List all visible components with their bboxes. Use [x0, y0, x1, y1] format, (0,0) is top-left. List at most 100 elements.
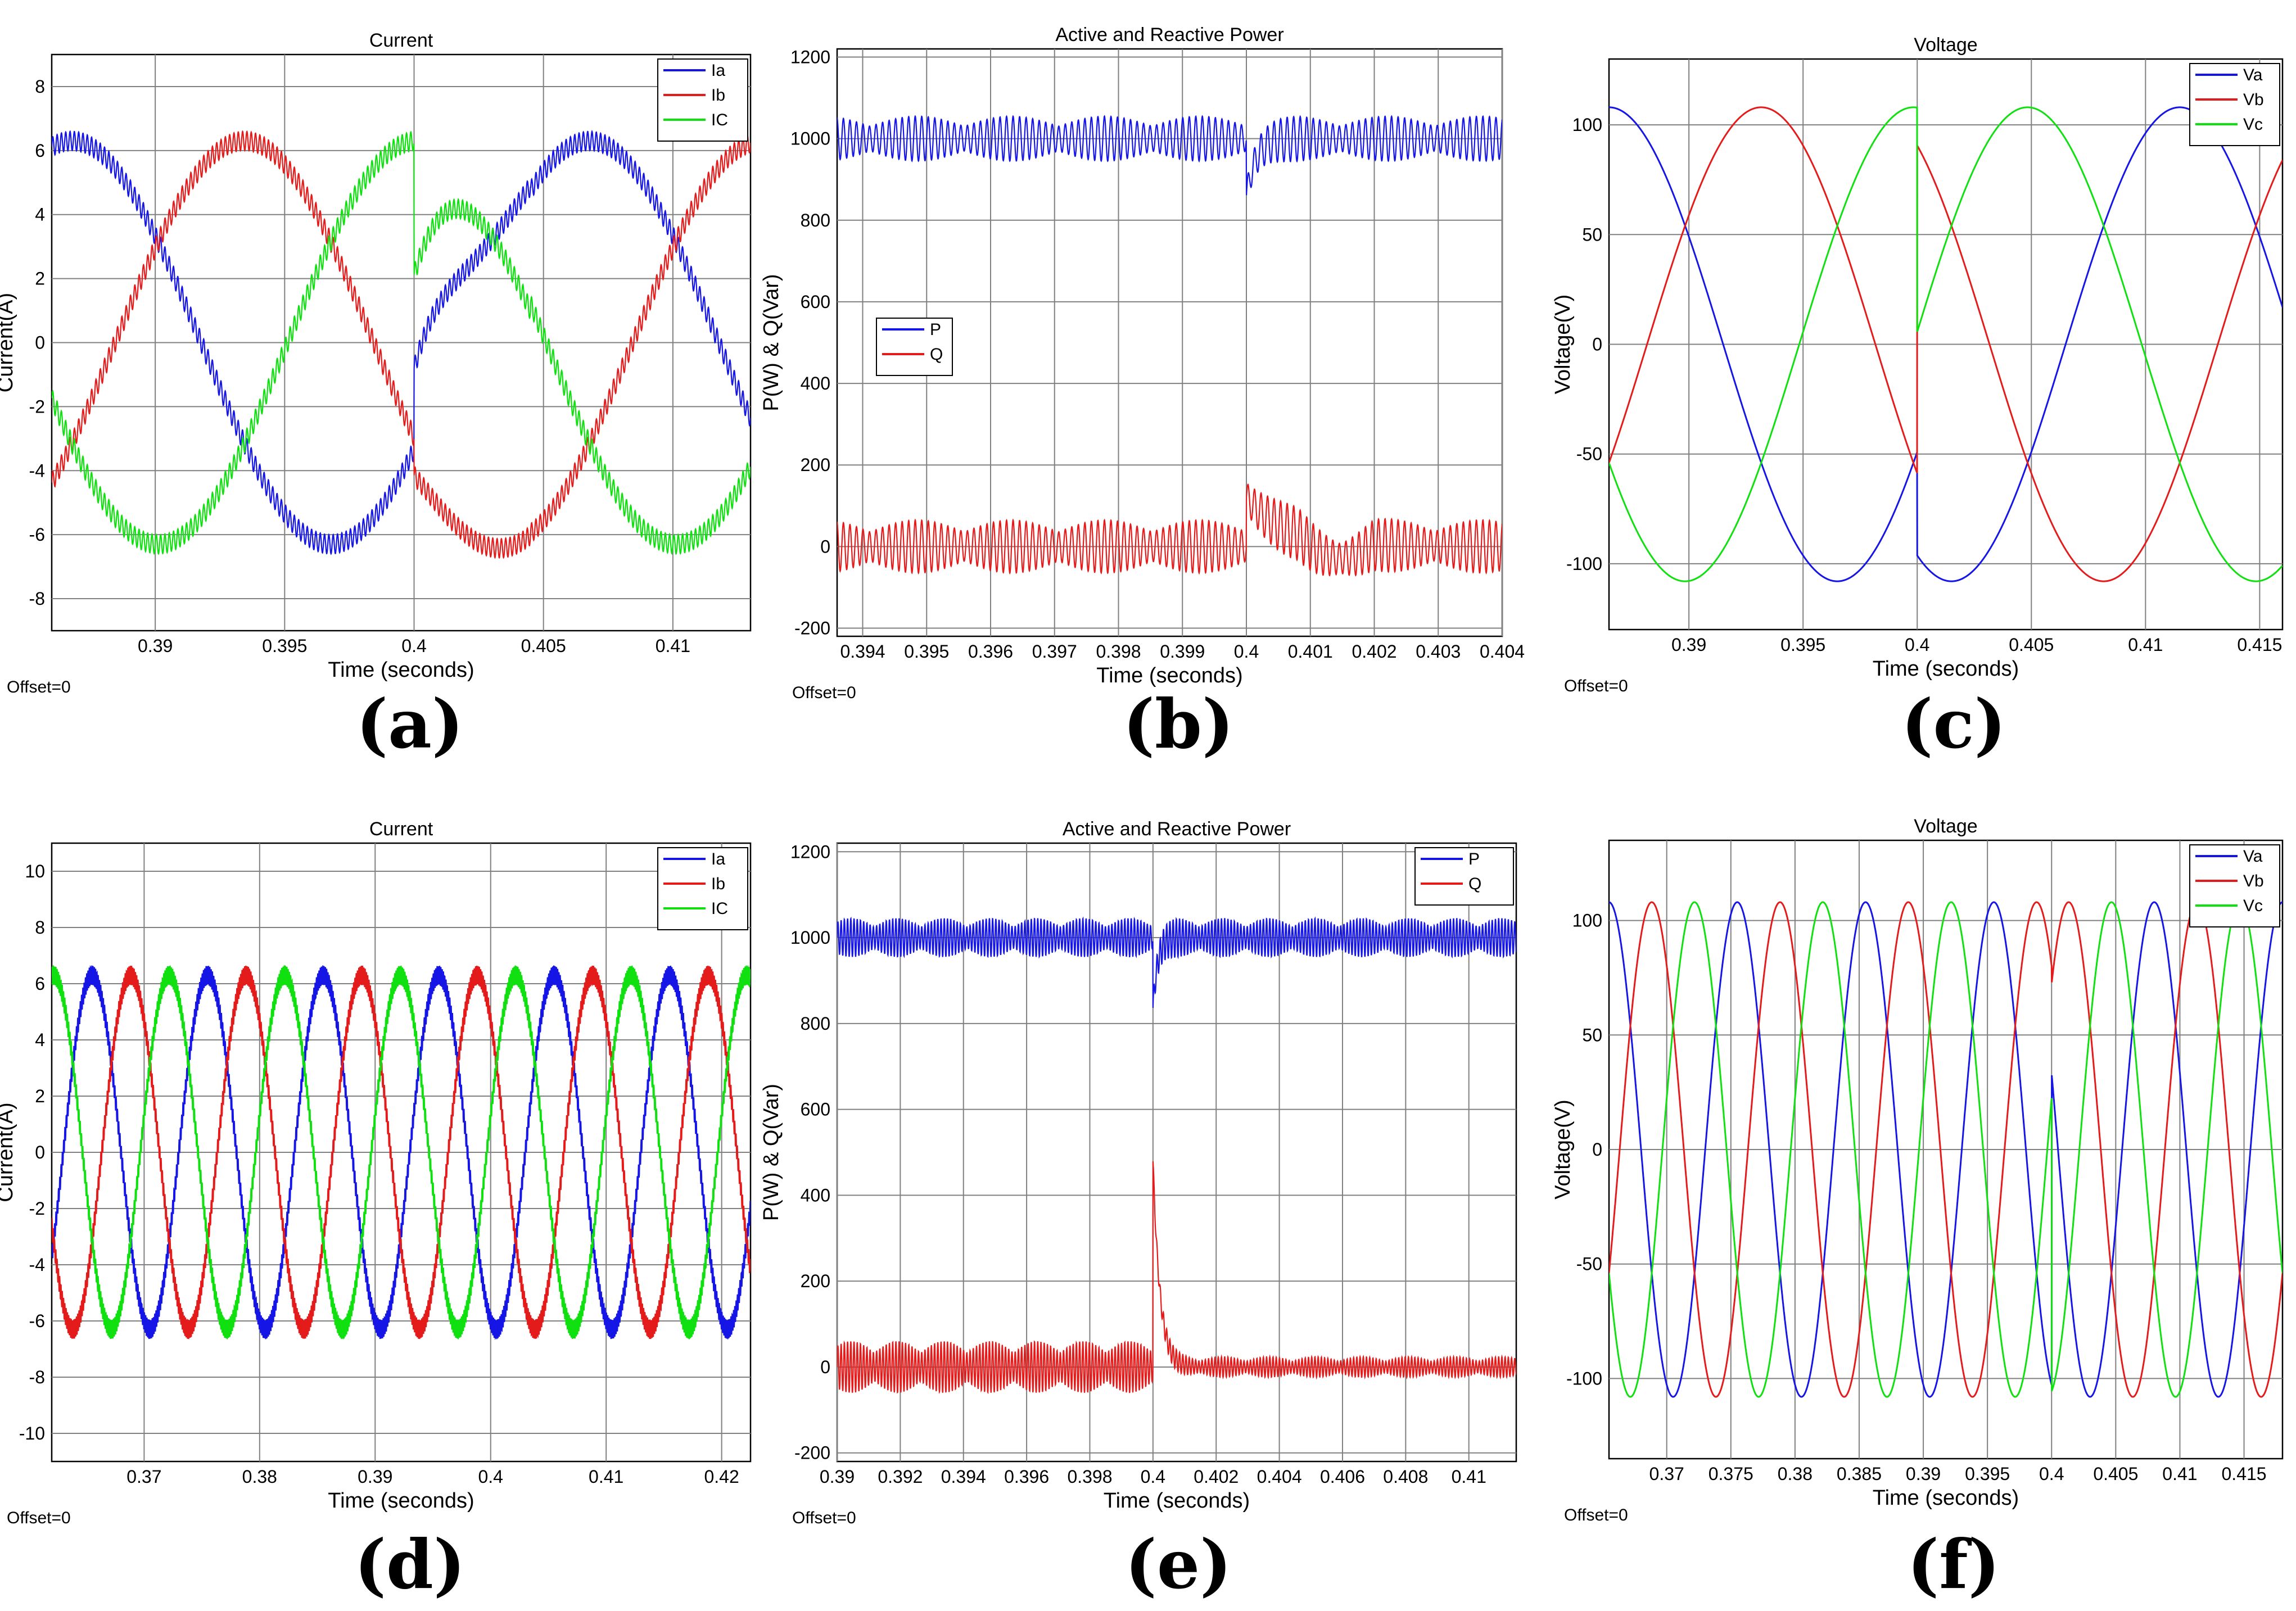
x-tick-label: 0.38 [242, 1467, 277, 1487]
panel-letter: (b) [1123, 685, 1233, 764]
x-tick-label: 0.41 [656, 636, 690, 656]
offset-label: Offset=0 [1564, 677, 1628, 695]
y-tick-label: 6 [35, 141, 45, 161]
y-tick-label: 8 [35, 76, 45, 97]
panel-title: Voltage [1914, 816, 1977, 837]
x-tick-label: 0.41 [589, 1467, 623, 1487]
series-group [837, 115, 1502, 577]
y-axis-label: P(W) & Q(Var) [760, 274, 783, 411]
y-tick-label: 600 [801, 1099, 830, 1120]
x-tick-label: 0.415 [2222, 1464, 2267, 1484]
legend: PQ [1414, 847, 1514, 906]
x-axis-label: Time (seconds) [1873, 1486, 2019, 1510]
panel-title: Active and Reactive Power [1055, 24, 1283, 46]
y-tick-label: -4 [29, 1255, 45, 1275]
y-tick-label: 6 [35, 974, 45, 994]
legend: Ia Ib IC [657, 58, 748, 142]
y-tick-label: 1000 [790, 129, 830, 149]
y-tick-label: -8 [29, 589, 45, 609]
x-tick-label: 0.395 [1965, 1464, 2010, 1484]
panel-title: Current [369, 30, 433, 51]
offset-label: Offset=0 [7, 1509, 71, 1527]
legend-label: Vb [2243, 872, 2264, 890]
y-tick-label: -200 [794, 618, 830, 638]
x-tick-label: 0.4 [1905, 635, 1929, 655]
legend-label: Vb [2243, 90, 2264, 109]
x-tick-label: 0.4 [1141, 1467, 1165, 1487]
y-tick-label: -10 [19, 1423, 45, 1443]
y-tick-label: 100 [1572, 115, 1602, 135]
legend-label: Ia [711, 61, 725, 80]
x-tick-label: 0.38 [1778, 1464, 1813, 1484]
y-axis-label: Voltage(V) [1551, 1099, 1575, 1199]
series-group [1609, 106, 2283, 582]
y-axis-label: Current(A) [0, 1102, 17, 1202]
y-tick-label: 4 [35, 1030, 45, 1050]
y-tick-label: 200 [801, 1271, 830, 1291]
x-tick-label: 0.398 [1096, 641, 1141, 662]
series-group [52, 965, 751, 1340]
series-line-va [1609, 106, 2283, 582]
x-tick-label: 0.402 [1194, 1467, 1239, 1487]
x-tick-label: 0.406 [1320, 1467, 1365, 1487]
series-line-ic [52, 965, 751, 1340]
legend-label: IC [711, 899, 728, 918]
series-line-vb [1609, 901, 2283, 1398]
legend-label: P [930, 320, 941, 339]
x-tick-label: 0.4 [1234, 641, 1259, 662]
x-axis-label: Time (seconds) [1096, 664, 1242, 687]
y-axis-label: Voltage(V) [1551, 295, 1575, 394]
legend-label: Va [2243, 66, 2263, 84]
x-tick-label: 0.394 [840, 641, 885, 662]
y-tick-label: 1000 [790, 927, 830, 948]
series-line-vc [1609, 106, 2283, 582]
y-tick-label: 1200 [790, 841, 830, 862]
x-tick-label: 0.375 [1709, 1464, 1753, 1484]
x-tick-label: 0.39 [820, 1467, 855, 1487]
x-axis-label: Time (seconds) [1104, 1489, 1250, 1513]
legend-box [2189, 844, 2280, 927]
x-tick-label: 0.39 [138, 636, 173, 656]
legend-label: Ib [711, 86, 725, 105]
y-tick-label: 0 [1592, 1139, 1602, 1160]
x-tick-label: 0.402 [1352, 641, 1396, 662]
y-tick-label: 400 [801, 373, 830, 393]
panel-title: Current [369, 818, 433, 840]
series-line-ia [52, 130, 751, 555]
y-tick-label: -2 [29, 396, 45, 417]
panel-letter: (c) [1901, 685, 2006, 764]
panel-title: Voltage [1914, 34, 1977, 56]
y-tick-label: -6 [29, 524, 45, 545]
series-line-p [837, 115, 1502, 196]
legend-label: P [1468, 850, 1480, 868]
x-tick-label: 0.39 [1671, 635, 1706, 655]
panel-letter: (d) [354, 1525, 465, 1604]
x-tick-label: 0.408 [1383, 1467, 1428, 1487]
x-tick-label: 0.399 [1160, 641, 1205, 662]
x-tick-label: 0.398 [1067, 1467, 1112, 1487]
x-tick-label: 0.42 [704, 1467, 739, 1487]
x-axis-label: Time (seconds) [328, 658, 474, 682]
y-tick-label: -8 [29, 1367, 45, 1387]
offset-label: Offset=0 [7, 678, 71, 696]
series-line-ic [52, 130, 751, 555]
offset-label: Offset=0 [792, 1509, 856, 1527]
series-line-ia [52, 965, 751, 1340]
legend-label: IC [711, 111, 728, 129]
series-group [52, 130, 751, 559]
series-group [1609, 901, 2283, 1398]
legend-label: Vc [2243, 897, 2263, 915]
y-tick-label: 200 [801, 455, 830, 475]
y-axis-label: P(W) & Q(Var) [760, 1084, 783, 1221]
y-tick-label: -50 [1576, 444, 1602, 464]
x-tick-label: 0.404 [1480, 641, 1525, 662]
y-tick-label: -50 [1576, 1254, 1602, 1274]
x-tick-label: 0.415 [2237, 635, 2282, 655]
y-tick-label: 0 [35, 333, 45, 353]
series-line-q [837, 483, 1502, 577]
x-tick-label: 0.405 [521, 636, 566, 656]
legend-box [876, 317, 953, 376]
offset-label: Offset=0 [792, 684, 856, 702]
panel-d: 0.37 0.38 0.39 0.4 0.41 0.42 -10 -8 -6 -4 -2 0 2 4 6 8 1… [0, 818, 752, 1604]
